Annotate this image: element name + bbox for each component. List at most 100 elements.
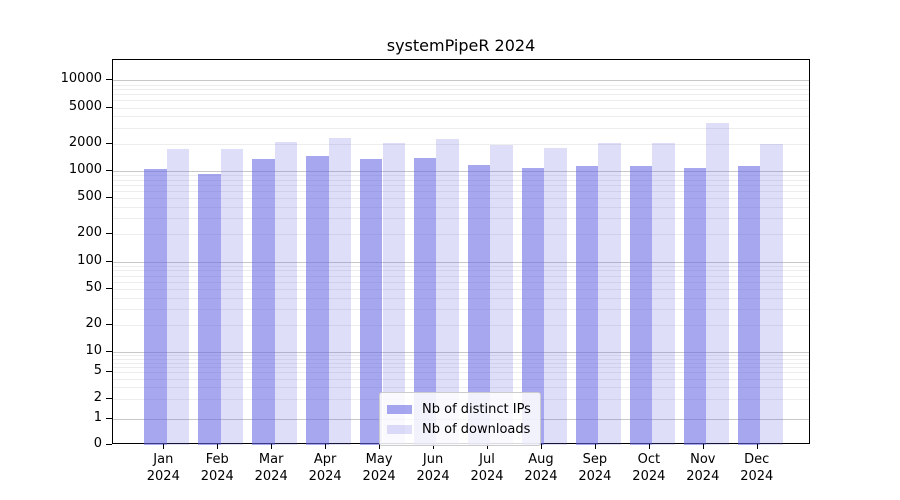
bar-downloads bbox=[490, 145, 513, 445]
bar-downloads bbox=[760, 143, 783, 445]
x-tick-label: Mar 2024 bbox=[254, 452, 288, 484]
x-tick-mark bbox=[540, 444, 542, 449]
x-tick-mark bbox=[271, 444, 273, 449]
x-tick-label-year: 2024 bbox=[200, 468, 234, 484]
gridline-minor bbox=[113, 207, 809, 209]
x-tick-mark bbox=[163, 444, 165, 449]
gridline-minor bbox=[113, 358, 809, 360]
bar-downloads bbox=[274, 141, 297, 445]
y-tick-mark bbox=[106, 170, 112, 171]
legend-swatch-downloads bbox=[387, 424, 412, 434]
gridline-minor bbox=[113, 116, 809, 118]
y-tick-label: 1 bbox=[93, 410, 102, 425]
x-tick-label-year: 2024 bbox=[578, 468, 612, 484]
x-tick-label: May 2024 bbox=[362, 452, 396, 484]
x-tick-mark bbox=[702, 444, 704, 449]
y-tick-mark bbox=[106, 287, 112, 289]
y-tick-label: 50 bbox=[85, 279, 102, 295]
y-tick-label: 200 bbox=[77, 225, 102, 241]
gridline-minor bbox=[113, 198, 809, 200]
gridline-minor bbox=[113, 185, 809, 187]
y-tick-label: 5 bbox=[93, 363, 102, 379]
y-tick-label: 100 bbox=[77, 252, 102, 268]
y-tick-label: 10 bbox=[85, 343, 102, 359]
x-tick-label-year: 2024 bbox=[632, 468, 666, 484]
chart-title: systemPipeR 2024 bbox=[386, 36, 536, 55]
gridline-minor bbox=[113, 94, 809, 96]
y-tick-mark bbox=[106, 418, 112, 419]
bar-downloads bbox=[382, 143, 405, 445]
x-tick-mark bbox=[433, 444, 435, 449]
x-tick-label-year: 2024 bbox=[146, 468, 180, 484]
y-tick-mark bbox=[106, 444, 112, 445]
gridline-minor bbox=[113, 297, 809, 299]
y-tick-mark bbox=[106, 260, 112, 262]
x-tick-label: Dec 2024 bbox=[740, 452, 774, 484]
y-tick-mark bbox=[106, 106, 112, 108]
x-tick-label: Jul 2024 bbox=[470, 452, 504, 484]
x-tick-label: Feb 2024 bbox=[200, 452, 234, 484]
bar-downloads bbox=[436, 139, 459, 445]
gridline-minor bbox=[113, 275, 809, 277]
x-tick-label-year: 2024 bbox=[470, 468, 504, 484]
y-tick-label: 2000 bbox=[68, 134, 102, 150]
x-tick-label-year: 2024 bbox=[686, 468, 720, 484]
bar-distinct-ips bbox=[414, 157, 437, 445]
bar-distinct-ips bbox=[306, 156, 329, 445]
gridline-minor bbox=[113, 127, 809, 129]
bar-distinct-ips bbox=[521, 168, 545, 445]
gridline-major bbox=[113, 80, 809, 82]
bar-downloads bbox=[706, 123, 729, 445]
y-tick-mark bbox=[106, 371, 112, 373]
gridline-minor bbox=[113, 89, 809, 91]
y-tick-label: 0 bbox=[93, 436, 102, 451]
gridline-minor bbox=[113, 288, 809, 290]
x-tick-mark bbox=[648, 444, 650, 449]
gridline-minor bbox=[113, 143, 809, 145]
bar-downloads bbox=[166, 148, 190, 445]
gridline-minor bbox=[113, 270, 809, 272]
x-tick-label: Aug 2024 bbox=[524, 452, 558, 484]
gridline-minor bbox=[113, 218, 809, 220]
legend-item-distinct-ips: Nb of distinct IPs bbox=[387, 399, 531, 419]
gridline-major bbox=[113, 261, 809, 263]
bar-distinct-ips bbox=[198, 174, 221, 445]
y-tick-mark bbox=[106, 351, 112, 353]
gridline-minor bbox=[113, 234, 809, 236]
gridline-major bbox=[113, 171, 809, 172]
bar-downloads bbox=[652, 142, 675, 445]
x-tick-mark bbox=[325, 444, 327, 449]
x-tick-mark bbox=[594, 444, 596, 449]
gridline-minor bbox=[113, 308, 809, 310]
gridline-minor bbox=[113, 281, 809, 283]
bar-downloads bbox=[220, 148, 244, 445]
bar-distinct-ips bbox=[252, 158, 275, 445]
x-tick-label-year: 2024 bbox=[740, 468, 774, 484]
x-tick-label-year: 2024 bbox=[308, 468, 342, 484]
gridline-minor bbox=[113, 84, 809, 86]
y-tick-mark bbox=[106, 197, 112, 199]
x-tick-label: Oct 2024 bbox=[632, 452, 666, 484]
x-tick-label: Jan 2024 bbox=[146, 452, 180, 484]
y-tick-mark bbox=[106, 397, 112, 399]
bar-distinct-ips bbox=[360, 159, 383, 445]
gridline-minor bbox=[113, 191, 809, 193]
x-tick-label: Nov 2024 bbox=[686, 452, 720, 484]
y-tick-label: 20 bbox=[85, 315, 102, 331]
gridline-minor bbox=[113, 372, 809, 374]
gridline-major bbox=[113, 352, 809, 354]
x-tick-label: Sep 2024 bbox=[578, 452, 612, 484]
y-tick-label: 5000 bbox=[68, 98, 102, 114]
gridline-minor bbox=[113, 355, 809, 357]
gridline-minor bbox=[113, 175, 809, 177]
y-tick-label: 10000 bbox=[60, 71, 102, 87]
legend-item-downloads: Nb of downloads bbox=[387, 419, 531, 439]
x-tick-label: Apr 2024 bbox=[308, 452, 342, 484]
y-tick-label: 500 bbox=[77, 189, 102, 205]
legend-swatch-distinct-ips bbox=[387, 404, 412, 414]
x-tick-label: Jun 2024 bbox=[416, 452, 450, 484]
y-tick-label: 2 bbox=[93, 389, 102, 405]
y-tick-mark bbox=[106, 233, 112, 235]
x-tick-label-year: 2024 bbox=[362, 468, 396, 484]
